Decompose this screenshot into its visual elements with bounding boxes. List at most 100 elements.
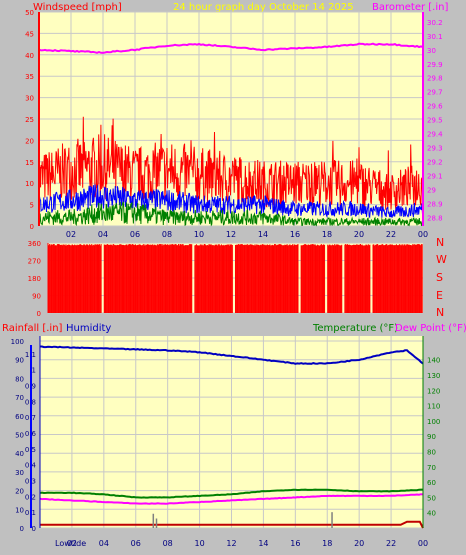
temp-x-tick-label: 18 xyxy=(322,539,332,548)
barometer-tick-label: 30.1 xyxy=(427,33,443,41)
humidity-tick-label: 100 xyxy=(11,338,24,346)
humidity-tick-label: 10 xyxy=(15,506,24,514)
direction-tick-label: 360 xyxy=(28,240,41,248)
dewpoint-legend: Dew Point (°F) xyxy=(395,323,466,334)
barometer-tick-label: 29 xyxy=(427,187,436,195)
wind-y-ticks: 0 5 10 15 20 25 30 35 40 45 50 xyxy=(25,9,34,231)
wind-tick-label: 15 xyxy=(25,159,34,167)
direction-tick-label: 0 xyxy=(37,310,41,318)
humidity-tick-label: 80 xyxy=(15,375,24,383)
wind-series xyxy=(38,42,424,227)
wind-tick-label: 20 xyxy=(25,137,34,145)
barometer-tick-label: 29.4 xyxy=(427,131,443,139)
humidity-tick-label: 50 xyxy=(15,432,24,440)
temperature-tick-label: 70 xyxy=(427,464,436,472)
temp-x-tick-label: 12 xyxy=(226,539,236,548)
temperature-line xyxy=(39,488,423,499)
wind-x-tick-label: 02 xyxy=(66,230,76,239)
wind-x-tick-label: 00 xyxy=(418,230,428,239)
wind-axis-label: Windspeed [mph] xyxy=(33,2,122,13)
barometer-tick-label: 29.6 xyxy=(427,103,443,111)
barometer-tick-label: 30.2 xyxy=(427,19,443,27)
wind-tick-label: 30 xyxy=(25,95,34,103)
temp-x-tick-label: 00 xyxy=(418,539,428,548)
wind-gust-line xyxy=(38,116,424,210)
barometer-tick-label: 29.1 xyxy=(427,173,443,181)
barometer-tick-label: 29.2 xyxy=(427,159,443,167)
wind-tick-label: 35 xyxy=(25,73,34,81)
humidity-legend: Humidity xyxy=(66,323,111,334)
temperature-tick-label: 40 xyxy=(427,510,436,518)
wind-x-tick-label: 16 xyxy=(290,230,300,239)
lowtide-label: Lowtide xyxy=(55,539,86,548)
temperature-legend: Temperature (°F) xyxy=(312,323,398,334)
barometer-line xyxy=(38,42,424,54)
compass-label: E xyxy=(436,289,443,302)
wind-average-line xyxy=(38,184,424,219)
wind-x-tick-label: 22 xyxy=(386,230,396,239)
temperature-tick-label: 120 xyxy=(427,387,440,395)
temperature-tick-label: 90 xyxy=(427,433,436,441)
temp-x-tick-label: 16 xyxy=(290,539,300,548)
wind-x-tick-label: 18 xyxy=(322,230,332,239)
barometer-axis-label: Barometer [.in] xyxy=(372,2,448,13)
wind-tick-label: 0 xyxy=(30,223,34,231)
direction-tick-label: 90 xyxy=(32,293,41,301)
temp-x-tick-label: 08 xyxy=(163,539,173,548)
wind-x-tick-label: 20 xyxy=(354,230,364,239)
temp-x-tick-label: 04 xyxy=(99,539,109,548)
barometer-tick-label: 30 xyxy=(427,47,436,55)
temperature-tick-label: 140 xyxy=(427,357,440,365)
humidity-y-ticks: 0 10 20 30 40 50 60 70 80 90 100 xyxy=(11,338,24,533)
wind-tick-label: 25 xyxy=(25,116,34,124)
wind-x-tick-label: 06 xyxy=(130,230,140,239)
temperature-tick-label: 130 xyxy=(427,372,440,380)
barometer-tick-label: 29.9 xyxy=(427,61,443,69)
temp-series xyxy=(39,345,424,529)
rainfall-total-line xyxy=(40,520,424,529)
barometer-tick-label: 29.3 xyxy=(427,145,443,153)
wind-x-tick-label: 14 xyxy=(258,230,268,239)
wind-x-tick-label: 08 xyxy=(162,230,172,239)
temp-x-tick-label: 06 xyxy=(131,539,141,548)
temperature-tick-label: 100 xyxy=(427,418,440,426)
humidity-tick-label: 20 xyxy=(15,488,24,496)
wind-tick-label: 45 xyxy=(25,30,34,38)
dewpoint-line xyxy=(39,493,424,505)
wind-tick-label: 5 xyxy=(30,202,34,210)
wind-x-tick-label: 12 xyxy=(226,230,236,239)
wind-lull-line xyxy=(38,201,424,227)
temperature-tick-label: 50 xyxy=(427,494,436,502)
temp-x-tick-label: 10 xyxy=(194,539,204,548)
graph-title: 24 hour graph day October 14 2025 xyxy=(173,2,354,13)
temperature-tick-label: 110 xyxy=(427,403,440,411)
wind-tick-label: 10 xyxy=(25,180,34,188)
wind-x-tick-label: 04 xyxy=(98,230,108,239)
humidity-tick-label: 60 xyxy=(15,413,24,421)
humidity-tick-label: 0 xyxy=(20,525,24,533)
barometer-tick-label: 28.9 xyxy=(427,201,443,209)
temp-x-tick-label: 20 xyxy=(354,539,364,548)
barometer-tick-label: 29.7 xyxy=(427,89,443,97)
humidity-tick-label: 90 xyxy=(15,357,24,365)
temp-x-tick-label: 22 xyxy=(386,539,396,548)
wind-x-tick-label: 10 xyxy=(194,230,204,239)
temperature-tick-label: 60 xyxy=(427,479,436,487)
humidity-tick-label: 70 xyxy=(15,394,24,402)
barometer-tick-label: 28.8 xyxy=(427,215,443,223)
temp-x-tick-label: 14 xyxy=(258,539,268,548)
compass-label: N xyxy=(436,236,444,249)
rain-tick-label: 1 xyxy=(32,367,36,375)
barometer-tick-label: 29.5 xyxy=(427,117,443,125)
direction-series xyxy=(47,243,423,313)
humidity-line xyxy=(40,345,424,365)
compass-label: S xyxy=(436,271,443,284)
direction-tick-label: 270 xyxy=(28,258,41,266)
direction-y-ticks: 0 90 180 270 360 xyxy=(28,240,41,318)
rain-tick-label: 0 xyxy=(32,525,36,533)
